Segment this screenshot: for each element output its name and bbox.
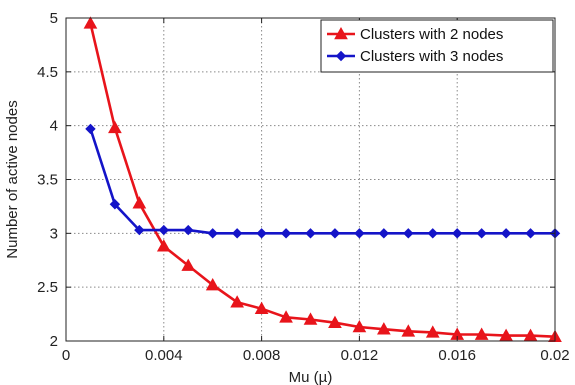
y-tick-label: 2 [50, 333, 58, 350]
data-point [377, 322, 391, 335]
data-point [378, 228, 390, 239]
legend-label: Clusters with 3 nodes [360, 48, 503, 65]
data-point [280, 228, 292, 239]
y-tick-label: 4.5 [37, 64, 58, 81]
y-tick-labels: 2 2.5 3 3.5 4 4.5 5 [37, 10, 58, 350]
data-point [451, 228, 463, 239]
data-point [134, 224, 145, 236]
data-point [425, 325, 440, 338]
x-tick-label: 0.02 [540, 347, 569, 364]
x-tick-label: 0 [62, 347, 70, 364]
data-point [256, 228, 267, 239]
x-tick-label: 0.008 [243, 347, 281, 364]
legend-box [320, 19, 554, 73]
y-tick-label: 5 [50, 10, 58, 27]
data-point [158, 224, 170, 236]
x-tick-label: 0.016 [438, 347, 476, 364]
legend-label: Clusters with 2 nodes [360, 26, 503, 43]
y-axis-label: Number of active nodes [4, 100, 21, 258]
data-point [525, 228, 536, 239]
data-point [205, 277, 220, 291]
data-point [108, 120, 122, 134]
series-2 [85, 123, 561, 239]
data-point [305, 228, 316, 239]
y-tick-label: 4 [50, 118, 58, 135]
data-point [207, 228, 218, 239]
data-point [183, 224, 194, 236]
x-axis-label: Mu (µ) [289, 369, 333, 385]
data-point [329, 228, 341, 239]
data-point [328, 315, 342, 328]
legend: Clusters with 2 nodes Clusters with 3 nod… [320, 19, 554, 73]
data-point [83, 16, 98, 29]
data-point [476, 228, 487, 239]
data-point [427, 228, 438, 239]
y-tick-label: 2.5 [37, 279, 58, 296]
data-point [279, 310, 293, 323]
data-point [156, 239, 171, 252]
data-point [523, 328, 538, 341]
data-point [499, 328, 513, 341]
legend-marker [334, 26, 348, 40]
data-point [303, 312, 318, 325]
y-tick-label: 3 [50, 225, 58, 242]
data-point [109, 199, 121, 210]
data-point [254, 301, 269, 314]
legend-marker [335, 50, 347, 62]
legend-item: Clusters with 2 nodes [327, 26, 503, 43]
data-point [181, 258, 196, 271]
x-tick-labels: 0 0.004 0.008 0.012 0.016 0.02 [62, 347, 570, 364]
y-tick-label: 3.5 [37, 172, 58, 189]
x-tick-label: 0.004 [145, 347, 183, 364]
data-point [132, 196, 147, 209]
data-point [500, 228, 512, 239]
data-point [354, 228, 365, 239]
data-point [352, 319, 367, 333]
data-point [474, 327, 489, 340]
data-point [401, 324, 416, 337]
x-tick-label: 0.012 [341, 347, 379, 364]
series-1 [83, 16, 562, 342]
data-point [403, 228, 414, 239]
legend-item: Clusters with 3 nodes [327, 48, 503, 65]
data-point [230, 295, 244, 308]
data-point [85, 123, 96, 135]
data-point [231, 228, 243, 239]
series-layer [83, 16, 562, 342]
